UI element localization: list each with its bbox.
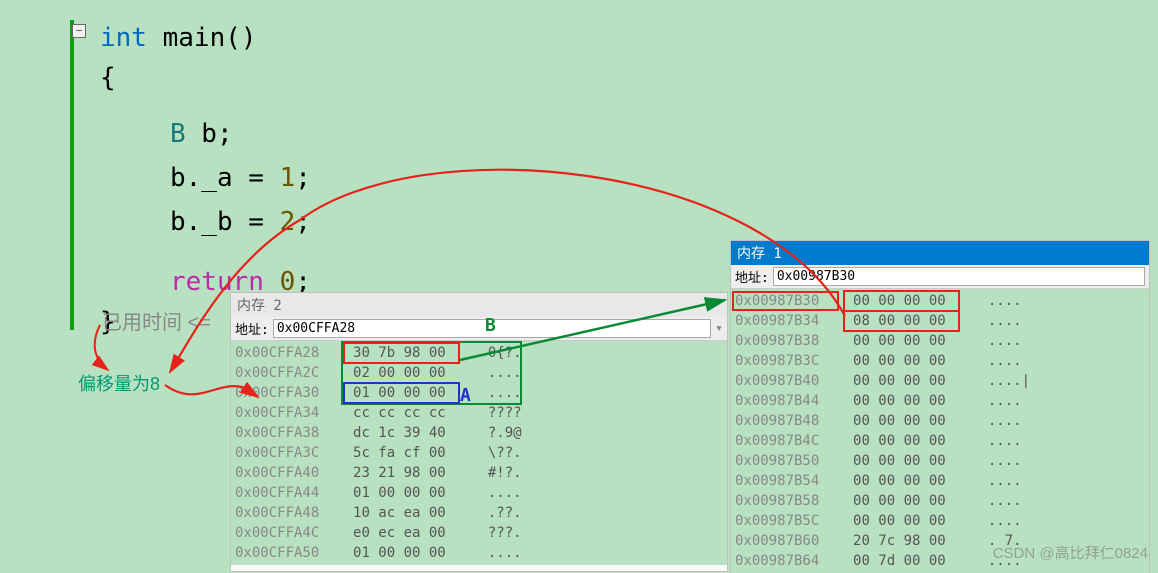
memory-panel-2: 内存 2 地址: ▾ 0x00CFFA28 30 7b 98 00 0{?.0x…: [230, 292, 728, 572]
memory-row[interactable]: 0x00CFFA44 01 00 00 00 ....: [235, 483, 723, 503]
memory-row[interactable]: 0x00987B30 00 00 00 00 ....: [735, 291, 1145, 311]
address-label: 地址:: [735, 267, 769, 286]
watermark: CSDN @高比拜仁0824: [993, 542, 1148, 563]
region-label-A: A: [460, 385, 471, 406]
memory-row[interactable]: 0x00987B58 00 00 00 00 ....: [735, 491, 1145, 511]
memory-row[interactable]: 0x00987B44 00 00 00 00 ....: [735, 391, 1145, 411]
memory-row[interactable]: 0x00987B38 00 00 00 00 ....: [735, 331, 1145, 351]
memory-row[interactable]: 0x00987B4C 00 00 00 00 ....: [735, 431, 1145, 451]
memory-2-hex-body[interactable]: 0x00CFFA28 30 7b 98 00 0{?.0x00CFFA2C 02…: [231, 341, 727, 565]
dropdown-icon[interactable]: ▾: [715, 321, 723, 336]
memory-row[interactable]: 0x00CFFA4C e0 ec ea 00 ???.: [235, 523, 723, 543]
memory-row[interactable]: 0x00CFFA2C 02 00 00 00 ....: [235, 363, 723, 383]
memory-row[interactable]: 0x00987B50 00 00 00 00 ....: [735, 451, 1145, 471]
memory-panel-1-title[interactable]: 内存 1: [731, 241, 1149, 265]
region-label-B: B: [485, 315, 496, 336]
memory-row[interactable]: 0x00CFFA50 01 00 00 00 ....: [235, 543, 723, 563]
memory-row[interactable]: 0x00CFFA40 23 21 98 00 #!?.: [235, 463, 723, 483]
code-line: b._a = 1;: [170, 158, 311, 198]
memory-row[interactable]: 0x00987B3C 00 00 00 00 ....: [735, 351, 1145, 371]
code-line: {: [100, 58, 116, 98]
memory-row[interactable]: 0x00CFFA28 30 7b 98 00 0{?.: [235, 343, 723, 363]
memory-row[interactable]: 0x00CFFA30 01 00 00 00 ....: [235, 383, 723, 403]
address-label: 地址:: [235, 319, 269, 338]
fold-toggle[interactable]: −: [72, 24, 86, 38]
code-line: int main(): [100, 18, 257, 58]
code-line: b._b = 2;: [170, 202, 311, 242]
memory-row[interactable]: 0x00987B5C 00 00 00 00 ....: [735, 511, 1145, 531]
gutter-modified-bar: [70, 20, 74, 330]
memory-row[interactable]: 0x00CFFA34 cc cc cc cc ????: [235, 403, 723, 423]
memory-row[interactable]: 0x00987B34 08 00 00 00 ....: [735, 311, 1145, 331]
memory-row[interactable]: 0x00CFFA3C 5c fa cf 00 \??.: [235, 443, 723, 463]
memory-panel-1: 内存 1 地址: 0x00987B30 00 00 00 00 ....0x00…: [730, 240, 1150, 573]
memory-1-hex-body[interactable]: 0x00987B30 00 00 00 00 ....0x00987B34 08…: [731, 289, 1149, 573]
code-line: B b;: [170, 114, 233, 154]
memory-2-address-row: 地址: ▾: [231, 317, 727, 341]
memory-row[interactable]: 0x00CFFA48 10 ac ea 00 .??.: [235, 503, 723, 523]
memory-row[interactable]: 0x00987B54 00 00 00 00 ....: [735, 471, 1145, 491]
memory-1-address-input[interactable]: [773, 267, 1145, 286]
offset-annotation: 偏移量为8: [78, 370, 160, 396]
elapsed-time-badge: 已用时间 <=: [102, 306, 211, 335]
memory-row[interactable]: 0x00987B48 00 00 00 00 ....: [735, 411, 1145, 431]
memory-row[interactable]: 0x00CFFA38 dc 1c 39 40 ?.9@: [235, 423, 723, 443]
memory-1-address-row: 地址:: [731, 265, 1149, 289]
memory-row[interactable]: 0x00987B40 00 00 00 00 ....|: [735, 371, 1145, 391]
memory-panel-2-title[interactable]: 内存 2: [231, 293, 727, 317]
